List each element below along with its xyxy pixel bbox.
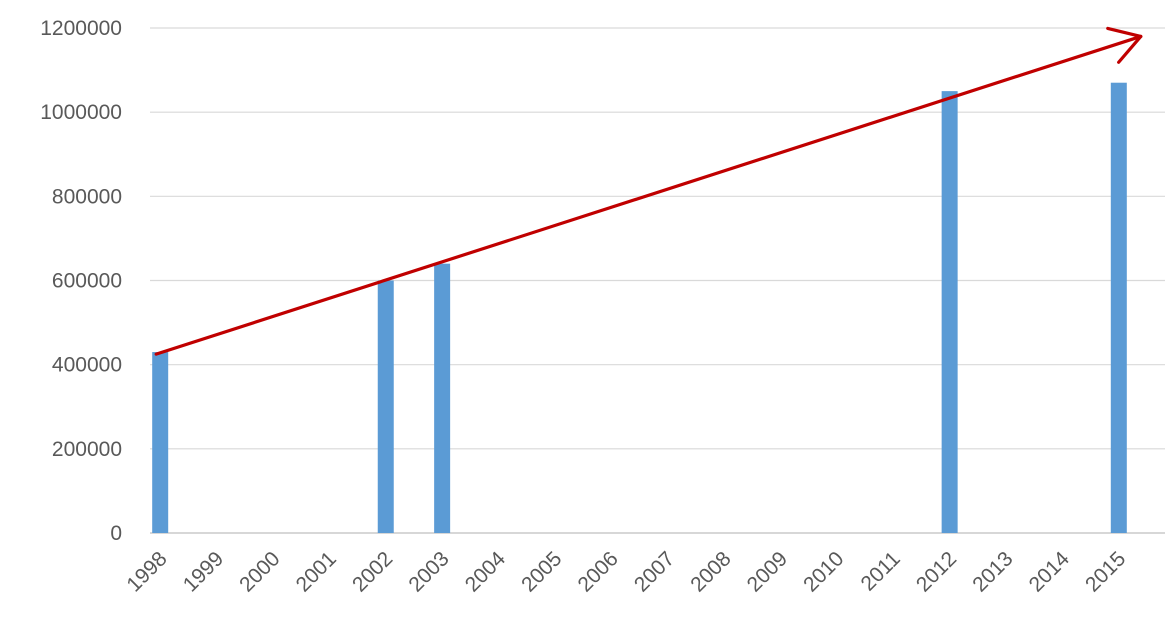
bar-1998 xyxy=(152,352,169,533)
y-tick-label: 400000 xyxy=(52,354,122,377)
x-tick-label: 2015 xyxy=(1081,547,1130,596)
x-tick-label: 2011 xyxy=(857,547,905,595)
y-tick-label: 200000 xyxy=(52,438,122,461)
x-axis-ticks: 1998 1999 2000 2001 2002 2003 2004 2005 2006 2007… xyxy=(122,547,1130,597)
y-axis-ticks: 0 200000 400000 600000 800000 1000000 1200000 xyxy=(40,17,122,545)
x-tick-label: 2001 xyxy=(292,547,341,596)
x-tick-label: 2003 xyxy=(404,547,453,596)
y-tick-label: 1200000 xyxy=(40,17,122,40)
x-tick-label: 2002 xyxy=(348,547,397,596)
gridlines xyxy=(150,27,1165,534)
trend-arrow-line xyxy=(154,34,1143,356)
x-tick-label: 2007 xyxy=(630,547,679,596)
bar-2003 xyxy=(434,263,451,533)
bar-2015 xyxy=(1110,82,1127,533)
y-tick-label: 0 xyxy=(110,522,122,545)
trend-arrow-head xyxy=(1106,26,1143,64)
x-tick-label: 2004 xyxy=(461,547,511,597)
x-tick-label: 2009 xyxy=(743,547,792,596)
x-tick-label: 2000 xyxy=(235,547,284,596)
annotations xyxy=(154,26,1143,356)
x-tick-label: 2006 xyxy=(574,547,623,596)
y-tick-label: 800000 xyxy=(52,185,122,208)
x-tick-label: 2014 xyxy=(1025,547,1075,597)
x-tick-label: 2005 xyxy=(517,547,566,596)
x-tick-label: 1998 xyxy=(122,547,171,596)
x-tick-label: 2008 xyxy=(686,547,735,596)
bar-2012 xyxy=(941,91,958,533)
y-tick-label: 600000 xyxy=(52,270,122,293)
x-tick-label: 1999 xyxy=(179,547,228,596)
x-tick-label: 2012 xyxy=(912,547,961,596)
x-tick-label: 2013 xyxy=(968,547,1017,596)
bar-2002 xyxy=(377,280,394,533)
bars xyxy=(152,82,1127,533)
x-tick-label: 2010 xyxy=(799,547,848,596)
y-tick-label: 1000000 xyxy=(40,101,122,124)
